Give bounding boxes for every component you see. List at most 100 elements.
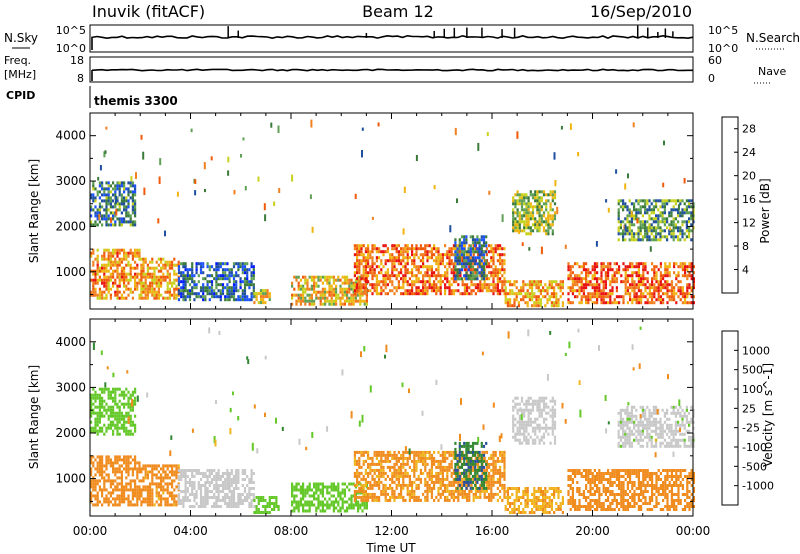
range-gate-cell <box>239 286 242 290</box>
range-gate-cell <box>391 271 394 275</box>
range-gate-cell <box>112 275 115 279</box>
range-gate-cell <box>155 494 158 498</box>
range-gate-cell <box>628 226 631 230</box>
range-gate-cell <box>341 281 344 285</box>
range-gate-cell <box>629 283 632 287</box>
range-gate-cell <box>134 275 137 279</box>
range-gate-cell <box>90 214 93 218</box>
range-gate-cell <box>518 226 521 230</box>
range-gate-cell <box>215 286 218 290</box>
range-gate-cell <box>685 226 688 230</box>
range-gate-cell <box>415 483 418 487</box>
range-gate-cell <box>375 495 378 499</box>
range-gate-cell <box>535 304 538 308</box>
range-gate-cell <box>637 217 640 221</box>
range-gate-cell <box>591 295 594 299</box>
range-gate-cell <box>375 289 378 293</box>
range-gate-cell <box>375 498 378 502</box>
range-gate-cell <box>293 485 296 489</box>
range-gate-cell <box>511 292 514 296</box>
range-gate-cell <box>604 292 607 296</box>
range-gate-cell <box>620 280 623 284</box>
range-gate-cell <box>302 485 305 489</box>
range-gate-cell <box>230 505 233 508</box>
range-gate-cell <box>448 492 451 496</box>
range-gate-cell <box>101 503 104 507</box>
range-gate-cell <box>243 286 247 290</box>
range-gate-cell <box>666 274 669 278</box>
range-gate-cell <box>103 482 106 486</box>
range-gate-cell <box>450 483 453 487</box>
range-gate-cell <box>360 262 363 266</box>
range-gate-cell <box>343 302 346 306</box>
range-gate-cell <box>90 461 93 465</box>
range-gate-cell <box>239 298 242 302</box>
range-gate-cell <box>96 278 99 282</box>
range-gate-cell <box>136 485 139 489</box>
range-gate-cell <box>346 275 349 279</box>
range-gate-cell <box>134 254 137 258</box>
range-gate-cell <box>617 217 620 221</box>
range-gate-cell <box>109 500 112 504</box>
range-gate-cell <box>386 268 389 272</box>
range-gate-cell <box>609 280 612 284</box>
sparse-echo <box>683 177 686 184</box>
range-gate-cell <box>397 477 400 481</box>
range-gate-cell <box>144 464 147 468</box>
range-gate-cell <box>411 289 414 293</box>
range-gate-cell <box>672 229 675 233</box>
range-gate-cell <box>246 484 249 487</box>
range-gate-cell <box>430 465 433 469</box>
range-gate-cell <box>415 280 418 284</box>
range-gate-cell <box>514 220 517 224</box>
range-gate-cell <box>476 262 479 266</box>
range-gate-cell <box>580 271 583 275</box>
range-gate-cell <box>631 271 634 275</box>
range-gate-cell <box>197 472 200 475</box>
range-gate-cell <box>362 265 365 269</box>
range-gate-cell <box>411 489 414 493</box>
range-gate-cell <box>456 262 459 266</box>
range-gate-cell <box>538 196 541 200</box>
range-gate-cell <box>441 256 444 260</box>
range-gate-cell <box>180 475 183 478</box>
range-gate-cell <box>642 292 645 296</box>
range-gate-cell <box>215 478 218 481</box>
range-gate-cell <box>448 262 451 266</box>
range-gate-cell <box>402 471 405 475</box>
range-gate-cell <box>468 253 471 257</box>
range-gate-cell <box>155 278 158 282</box>
range-gate-cell <box>628 232 631 236</box>
range-gate-cell <box>239 295 242 299</box>
range-gate-cell <box>492 280 495 284</box>
range-gate-cell <box>360 465 363 469</box>
range-gate-cell <box>157 494 160 498</box>
range-gate-cell <box>208 280 211 284</box>
range-gate-cell <box>408 292 411 296</box>
range-gate-cell <box>332 290 335 294</box>
range-gate-cell <box>467 247 470 251</box>
range-gate-cell <box>546 286 549 290</box>
range-gate-cell <box>663 199 666 203</box>
range-gate-cell <box>297 509 300 513</box>
range-gate-cell <box>96 263 99 267</box>
range-gate-cell <box>624 268 627 272</box>
range-gate-cell <box>295 299 298 303</box>
range-gate-cell <box>512 214 515 218</box>
range-gate-cell <box>413 274 416 278</box>
range-gate-cell <box>118 223 121 227</box>
range-gate-cell <box>259 301 263 305</box>
range-gate-cell <box>306 491 309 495</box>
range-gate-cell <box>456 271 459 275</box>
range-gate-cell <box>430 456 433 460</box>
range-gate-cell <box>527 199 530 203</box>
range-gate-cell <box>642 274 645 278</box>
range-gate-cell <box>164 260 167 264</box>
range-gate-cell <box>116 251 119 255</box>
range-gate-cell <box>527 214 530 218</box>
range-gate-cell <box>299 485 302 489</box>
range-gate-cell <box>107 196 110 200</box>
range-gate-cell <box>134 482 137 486</box>
range-gate-cell <box>526 289 529 293</box>
range-gate-cell <box>96 293 99 297</box>
